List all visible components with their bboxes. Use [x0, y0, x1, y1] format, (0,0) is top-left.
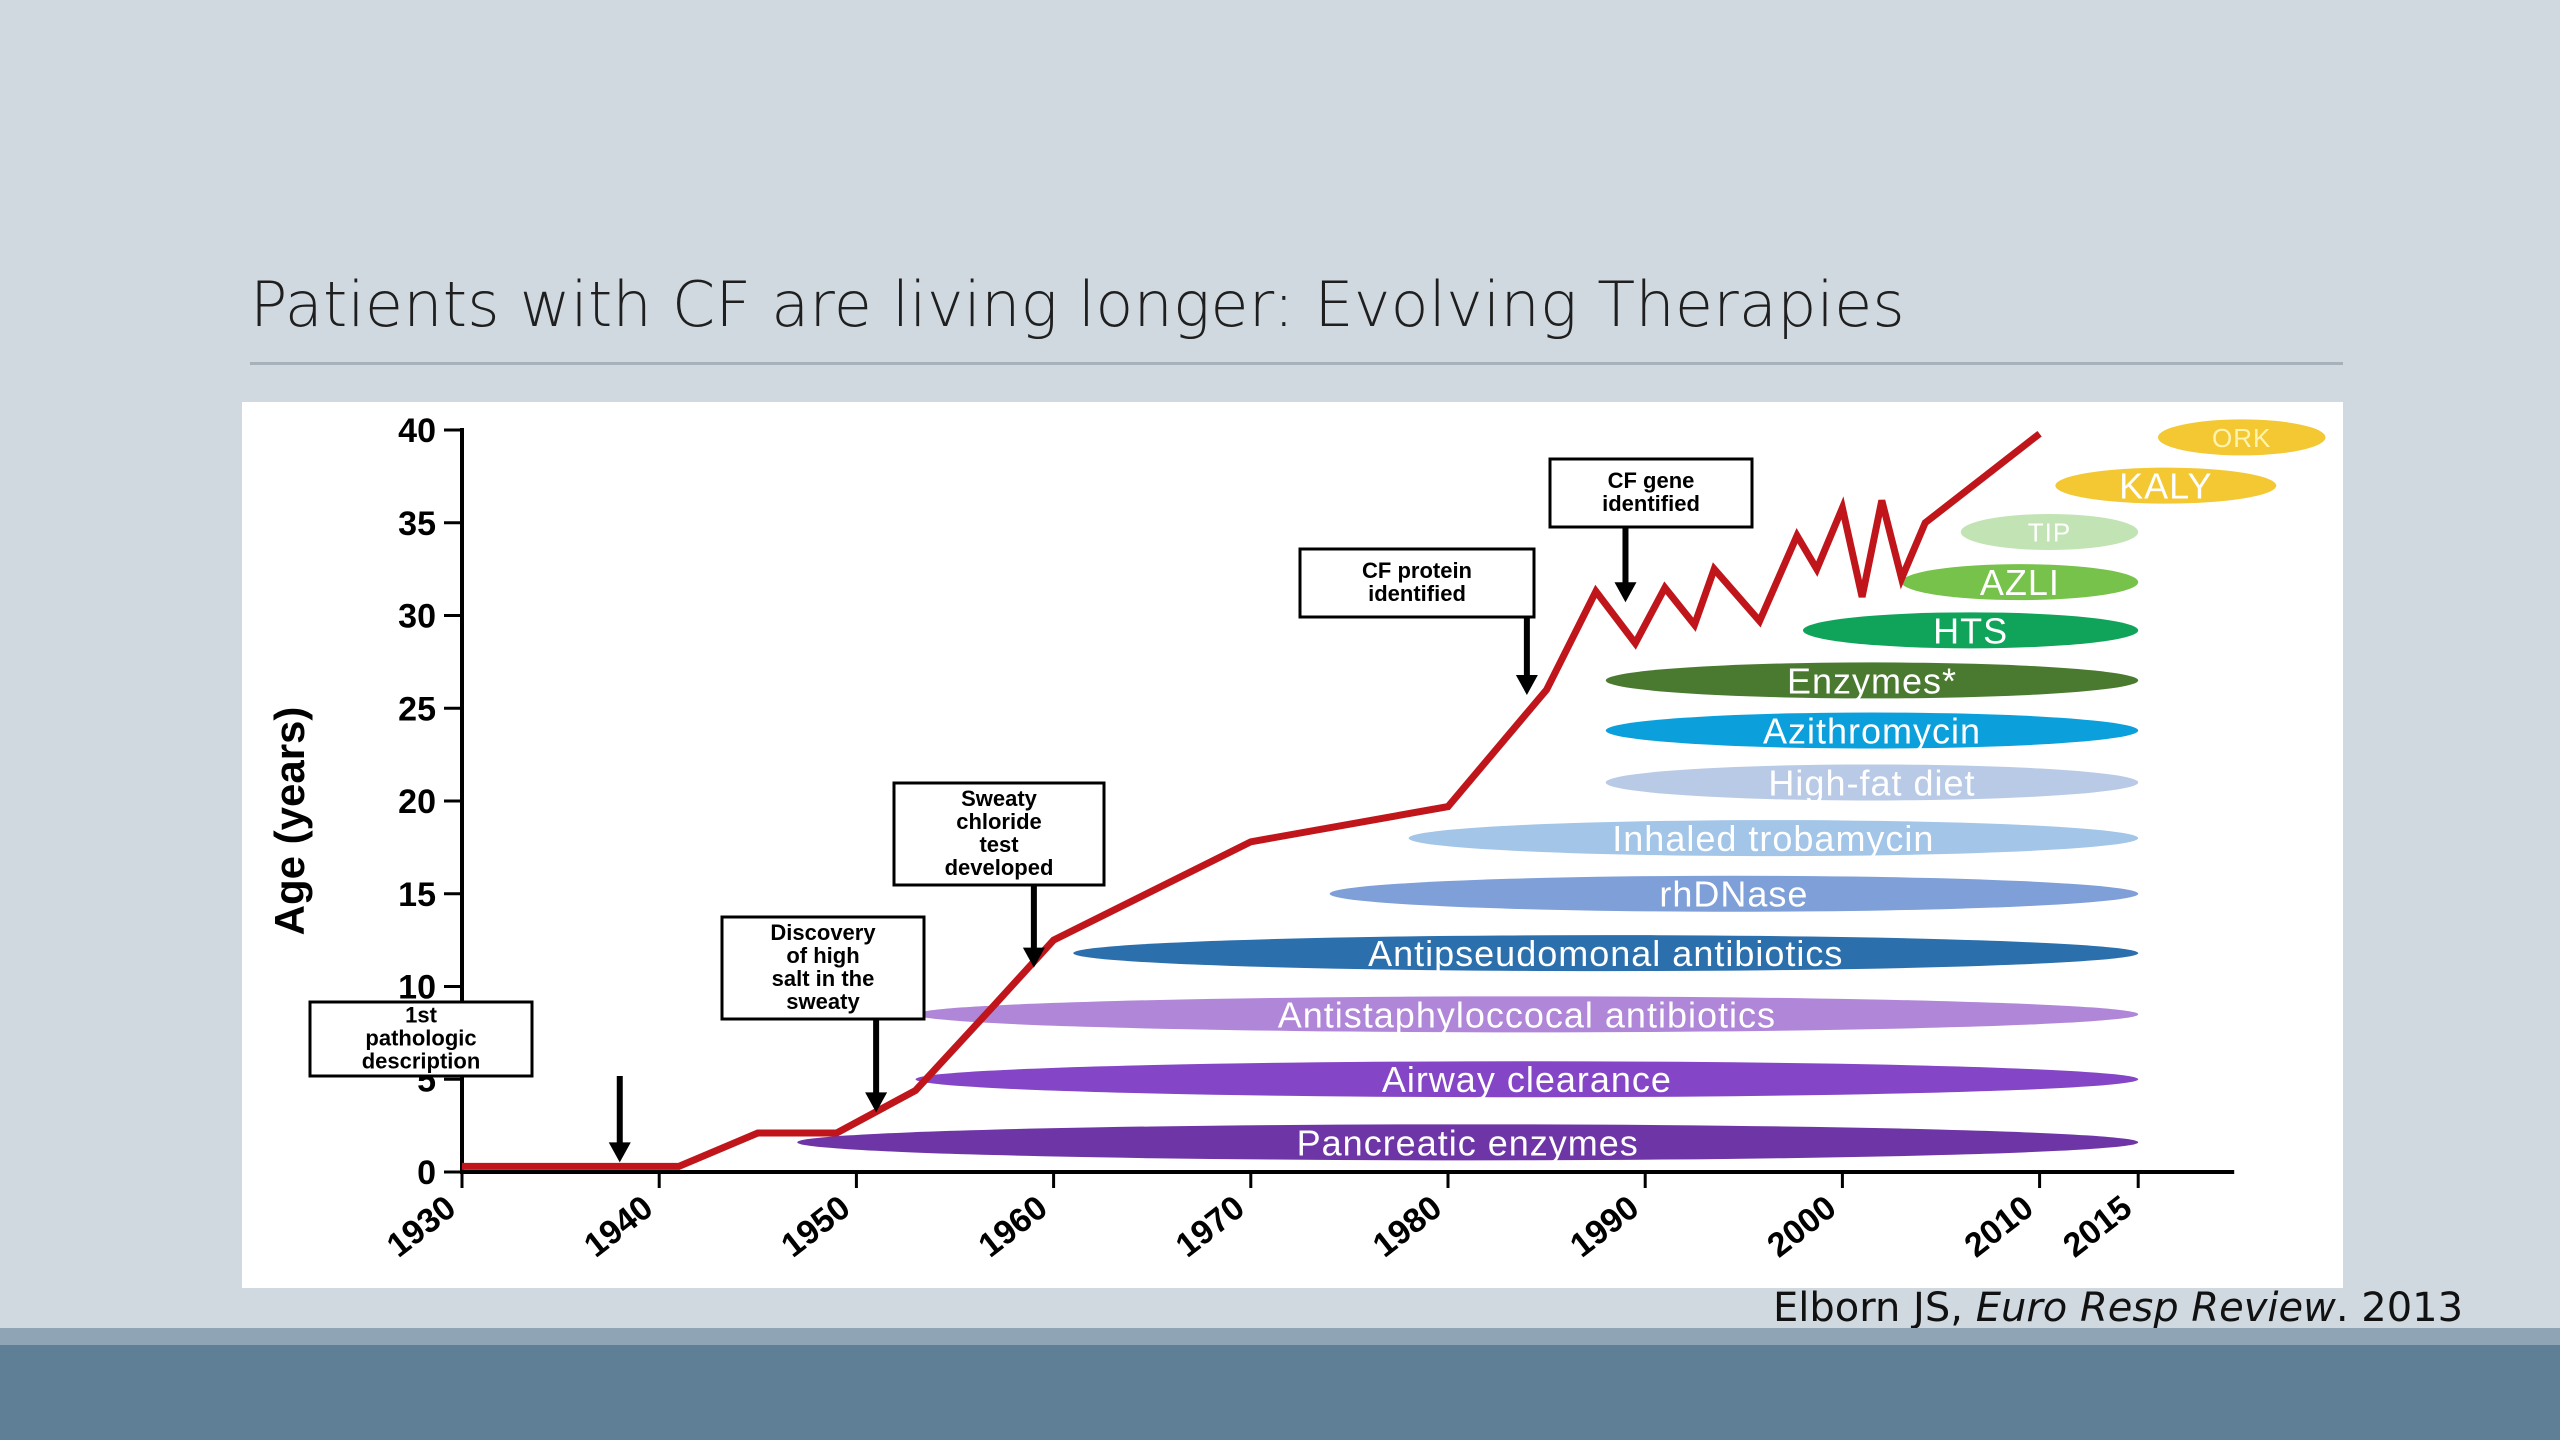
citation-authors: Elborn JS, — [1773, 1285, 1976, 1331]
therapy-label: Airway clearance — [1382, 1059, 1672, 1100]
annotation-text: salt in the — [772, 966, 875, 991]
x-tick-label: 2010 — [1958, 1188, 2041, 1265]
annotation-arrow-head — [608, 1142, 631, 1163]
therapy-band — [1073, 935, 2139, 972]
annotation-arrow-head — [1515, 674, 1538, 695]
citation-journal: Euro Resp Review — [1975, 1285, 2336, 1331]
therapy-band — [2055, 467, 2277, 504]
therapy-label: HTS — [1933, 610, 2008, 651]
y-tick-label: 40 — [398, 412, 436, 450]
therapy-band — [1901, 564, 2139, 601]
annotation-text: identified — [1602, 491, 1700, 516]
citation-year: . 2013 — [2335, 1285, 2464, 1331]
x-tick-label: 1930 — [380, 1188, 463, 1265]
annotation-arrow-head — [865, 1092, 888, 1113]
annotation-text: identified — [1368, 581, 1466, 606]
footer-accent-strip — [0, 1328, 2560, 1345]
x-tick-label: 1960 — [972, 1188, 1055, 1265]
x-tick-label: 1940 — [577, 1188, 660, 1265]
therapy-band — [915, 1061, 2139, 1098]
annotation-box — [1548, 457, 1754, 529]
annotation-arrow-head — [1022, 947, 1045, 968]
y-tick-label: 15 — [398, 876, 436, 914]
y-tick-label: 30 — [398, 598, 436, 636]
annotation-text: developed — [945, 855, 1054, 880]
therapy-label: Pancreatic enzymes — [1297, 1122, 1639, 1163]
therapy-band — [1605, 764, 2139, 801]
citation: Elborn JS, Euro Resp Review. 2013 — [1773, 1285, 2463, 1331]
therapy-label: Enzymes* — [1787, 660, 1957, 701]
annotation-box — [720, 915, 926, 1021]
x-tick-label: 1970 — [1169, 1188, 1252, 1265]
therapy-label: Antipseudomonal antibiotics — [1368, 933, 1843, 974]
annotation-text: 1st — [405, 1003, 437, 1028]
annotation-text: pathologic — [365, 1026, 476, 1051]
slide-title: Patients with CF are living longer: Evol… — [250, 268, 1905, 341]
therapy-label: rhDNase — [1659, 874, 1808, 915]
therapy-label: Antistaphyloccocal antibiotics — [1278, 994, 1776, 1035]
annotation-text: CF protein — [1362, 558, 1472, 583]
therapy-band — [2157, 419, 2326, 456]
y-tick-label: 10 — [398, 969, 436, 1007]
annotation-box — [1298, 547, 1536, 619]
title-divider — [250, 362, 2343, 365]
therapy-band — [1802, 612, 2139, 649]
annotation-arrow-head — [1614, 582, 1637, 603]
annotation-text: Sweaty — [961, 786, 1038, 811]
therapy-band — [915, 996, 2139, 1033]
therapy-label: Inhaled trobamycin — [1612, 818, 1934, 859]
x-tick-label: 1980 — [1366, 1188, 1449, 1265]
y-tick-label: 35 — [398, 505, 436, 543]
x-tick-label: 2015 — [2056, 1188, 2139, 1265]
median-survival-line — [462, 430, 2042, 1170]
therapy-band — [1329, 875, 2139, 912]
annotation-text: chloride — [956, 809, 1042, 834]
chart-panel: Pancreatic enzymes Airway clearance Antist… — [242, 402, 2343, 1288]
y-tick-label: 0 — [417, 1154, 436, 1192]
annotation-text: Discovery — [770, 920, 876, 945]
annotation-box — [308, 1000, 534, 1078]
x-tick-label: 2000 — [1760, 1188, 1843, 1265]
therapy-label: TIP — [2028, 517, 2071, 547]
footer-bar — [0, 1345, 2560, 1440]
annotation-box — [892, 781, 1106, 887]
annotation-text: of high — [786, 943, 859, 968]
annotation-text: description — [362, 1049, 481, 1074]
x-tick-label: 1950 — [774, 1188, 857, 1265]
therapy-label: Azithromycin — [1763, 710, 1981, 751]
annotation-text: test — [979, 832, 1019, 857]
therapy-bands: Pancreatic enzymes Airway clearance Antist… — [797, 419, 2326, 1163]
therapy-label: AZLI — [1980, 562, 2060, 603]
therapy-band — [1960, 514, 2139, 551]
y-axis-title: Age (years) — [266, 707, 313, 936]
y-tick-label: 20 — [398, 783, 436, 821]
therapy-band — [1605, 662, 2139, 699]
therapy-band — [797, 1124, 2139, 1161]
survival-timeline-chart: Pancreatic enzymes Airway clearance Antist… — [266, 412, 2326, 1265]
therapy-label: High-fat diet — [1768, 762, 1975, 803]
annotation-text: sweaty — [786, 989, 860, 1014]
therapy-label: KALY — [2119, 466, 2212, 507]
survival-line-layer — [462, 430, 2042, 1170]
therapy-label: ORK — [2212, 423, 2271, 453]
therapy-band — [1408, 820, 2139, 857]
therapy-band — [1605, 712, 2139, 749]
y-tick-label: 25 — [398, 690, 436, 728]
annotation-text: CF gene — [1608, 468, 1695, 493]
x-tick-label: 1990 — [1563, 1188, 1646, 1265]
